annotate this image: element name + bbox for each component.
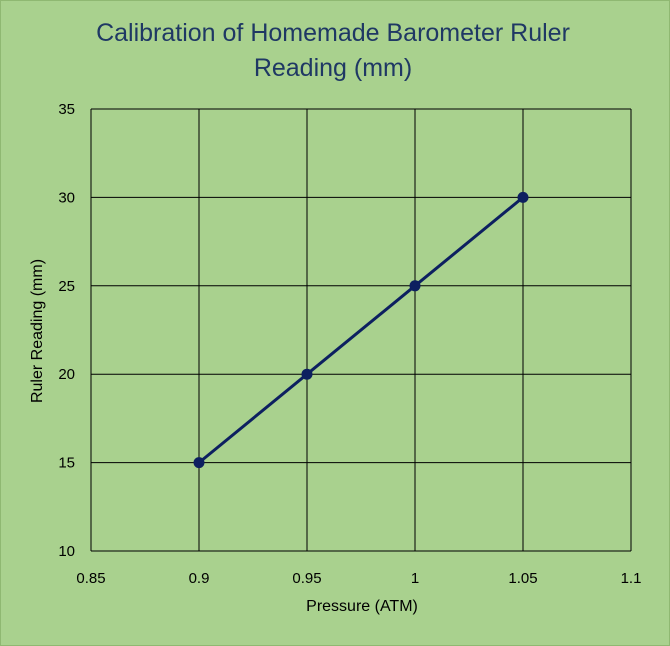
x-tick-label: 0.85 [76,570,105,587]
y-tick-label: 30 [58,189,75,206]
x-axis-label: Pressure (ATM) [306,598,418,615]
chart-subtitle: Reading (mm) [254,54,412,82]
y-tick-label: 10 [58,543,75,560]
data-point [301,368,313,380]
series-line [198,196,524,464]
data-point [517,191,529,203]
y-tick-label: 25 [58,278,75,295]
x-tick-label: 1.1 [621,570,642,587]
x-tick-label: 1 [411,570,419,587]
x-tick-label: 0.95 [292,570,321,587]
data-point [193,457,205,469]
x-axis-ticks: 0.85 0.9 0.95 1 1.05 1.1 [76,570,641,587]
series [193,191,529,469]
y-tick-label: 15 [58,455,75,472]
y-axis-ticks: 10 15 20 25 30 35 [58,101,75,560]
grid [90,108,632,552]
data-point [409,280,421,292]
chart-title: Calibration of Homemade Barometer Ruler [96,19,570,47]
x-tick-label: 1.05 [508,570,537,587]
y-tick-label: 20 [58,366,75,383]
y-axis-label: Ruler Reading (mm) [29,259,46,403]
x-tick-label: 0.9 [189,570,210,587]
y-tick-label: 35 [58,101,75,118]
